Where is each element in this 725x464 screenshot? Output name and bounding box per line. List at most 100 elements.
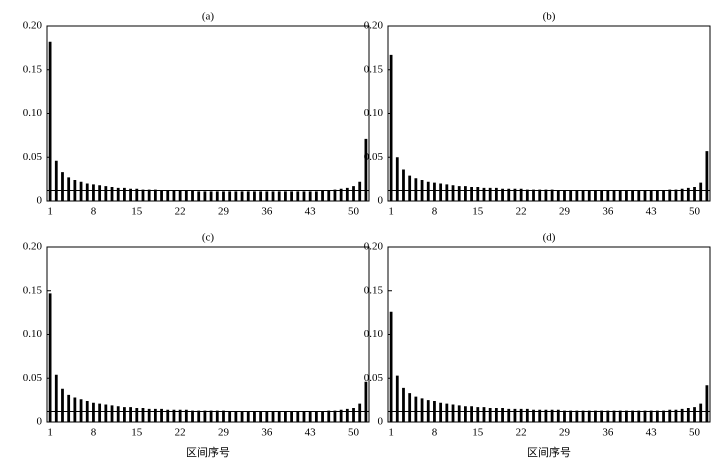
bar: [513, 408, 517, 422]
bar: [699, 182, 703, 201]
bar: [550, 189, 554, 201]
bar: [265, 191, 269, 201]
bar: [439, 183, 443, 201]
bar: [246, 411, 250, 422]
bar: [345, 187, 349, 201]
bar: [61, 388, 64, 422]
bar: [253, 411, 256, 422]
x-tick-label: 29: [218, 206, 230, 218]
bar: [135, 188, 139, 201]
x-axis-label: 区间序号: [527, 445, 571, 459]
bar: [153, 408, 157, 422]
x-tick-label: 22: [516, 206, 527, 218]
bar: [259, 411, 263, 422]
bar: [184, 190, 188, 201]
bar: [141, 408, 145, 422]
bar: [625, 190, 628, 201]
bar: [532, 189, 535, 201]
bar: [333, 410, 337, 422]
y-tick-label: 0: [378, 416, 384, 428]
bar: [464, 186, 467, 201]
bar: [110, 405, 114, 422]
bar: [581, 410, 585, 422]
bar: [228, 191, 232, 201]
bar: [222, 410, 225, 422]
bar: [116, 187, 120, 201]
x-tick-label: 43: [305, 427, 317, 439]
bar: [48, 41, 52, 201]
x-tick-label: 36: [602, 427, 614, 439]
bar: [259, 191, 263, 201]
bar: [637, 190, 641, 201]
bar: [302, 191, 306, 201]
bar: [191, 190, 194, 201]
bar: [470, 187, 473, 201]
bar: [525, 189, 529, 201]
plot-frame: [387, 246, 711, 423]
bar: [408, 393, 412, 422]
y-tick-label: 0.10: [364, 107, 384, 119]
y-tick-label: 0.15: [364, 284, 384, 296]
bar: [234, 411, 238, 422]
bar: [197, 191, 201, 201]
y-tick-label: 0.15: [23, 63, 43, 75]
bar: [668, 189, 672, 201]
bar: [203, 191, 207, 201]
bar: [271, 191, 275, 201]
bar: [457, 186, 461, 201]
bar: [222, 191, 225, 201]
x-tick-label: 50: [348, 206, 360, 218]
bar: [457, 405, 461, 422]
bar: [197, 410, 201, 422]
bar: [265, 411, 269, 422]
bar: [501, 408, 504, 422]
bar: [104, 186, 108, 201]
y-tick-label: 0.05: [364, 151, 384, 163]
bar: [314, 191, 318, 201]
y-tick-label: 0.20: [364, 241, 384, 253]
bar: [544, 189, 548, 201]
panel-title: (a): [202, 11, 215, 23]
bar: [581, 190, 585, 201]
x-tick-label: 8: [91, 427, 97, 439]
bar: [129, 188, 132, 201]
x-tick-label: 29: [559, 206, 571, 218]
x-tick-label: 50: [689, 427, 701, 439]
y-tick-label: 0.20: [364, 20, 384, 32]
bar: [246, 191, 250, 201]
panel-title: (c): [202, 232, 215, 244]
bar: [240, 411, 244, 422]
bar: [674, 409, 678, 422]
bar: [680, 188, 684, 201]
x-tick-label: 8: [91, 206, 97, 218]
bar: [625, 410, 628, 422]
y-tick-label: 0.10: [23, 107, 43, 119]
bar: [426, 181, 430, 201]
bar: [147, 408, 151, 422]
bar: [451, 185, 455, 201]
bar: [699, 403, 703, 422]
bar: [209, 410, 213, 422]
bar: [606, 190, 610, 201]
x-tick-label: 15: [131, 427, 143, 439]
bar: [649, 190, 653, 201]
x-tick-label: 22: [175, 206, 186, 218]
bar: [389, 54, 393, 201]
y-tick-label: 0: [37, 416, 43, 428]
bar: [606, 410, 610, 422]
y-tick-label: 0.05: [23, 151, 43, 163]
x-tick-label: 15: [472, 206, 484, 218]
bar: [228, 411, 232, 422]
bar: [631, 190, 634, 201]
bar: [123, 187, 126, 201]
bar: [525, 408, 529, 422]
x-tick-label: 43: [646, 427, 658, 439]
bar: [54, 160, 58, 201]
bar: [327, 190, 331, 201]
bar: [507, 408, 511, 422]
x-tick-label: 1: [47, 206, 53, 218]
bar: [110, 187, 114, 201]
bar: [693, 407, 696, 422]
y-tick-label: 0.15: [23, 284, 43, 296]
